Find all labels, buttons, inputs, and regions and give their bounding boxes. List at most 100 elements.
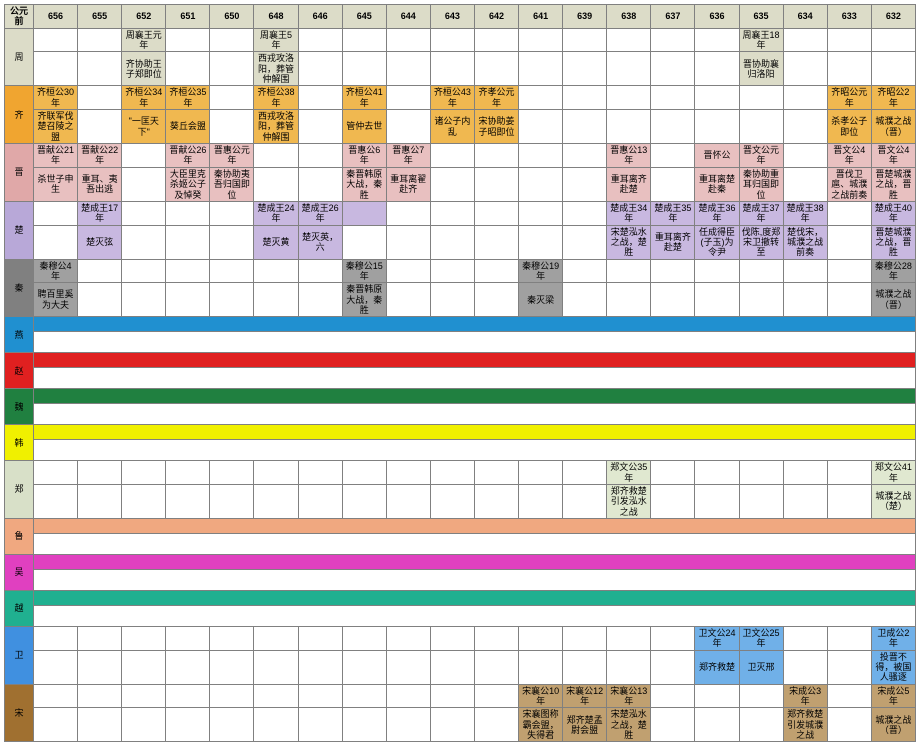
event-cell: [651, 627, 695, 651]
state-label-yue: 越: [5, 591, 34, 627]
event-cell: 楚成王24年: [254, 201, 298, 225]
event-cell: 投晋不得，被国人骚逐: [871, 650, 915, 684]
event-cell: [78, 650, 122, 684]
event-cell: [739, 259, 783, 283]
event-cell: [563, 225, 607, 259]
event-cell: [563, 259, 607, 283]
event-cell: [298, 86, 342, 110]
event-cell: [563, 110, 607, 144]
event-cell: [386, 708, 430, 742]
event-cell: [827, 650, 871, 684]
event-cell: [210, 28, 254, 52]
stripe-blank: [34, 368, 916, 389]
event-cell: [519, 650, 563, 684]
event-cell: [122, 461, 166, 485]
event-cell: [210, 684, 254, 708]
stripe-blank: [34, 440, 916, 461]
event-cell: 晋文公4年: [827, 144, 871, 168]
event-cell: [607, 650, 651, 684]
event-cell: [651, 144, 695, 168]
timeline-table: 公元前6566556526516506486466456446436426416…: [4, 4, 916, 742]
event-cell: [827, 28, 871, 52]
event-cell: [827, 52, 871, 86]
event-cell: 伐陈,度郑宋卫撤转至: [739, 225, 783, 259]
stripe: [34, 389, 916, 404]
event-cell: [34, 201, 78, 225]
event-cell: 齐联军伐楚召陵之盟: [34, 110, 78, 144]
event-cell: [695, 684, 739, 708]
event-cell: 西戎攻洛阳，葬管仲解围: [254, 52, 298, 86]
event-cell: [871, 28, 915, 52]
event-cell: [78, 283, 122, 317]
state-label-lu: 鲁: [5, 519, 34, 555]
event-cell: [871, 52, 915, 86]
event-cell: [519, 144, 563, 168]
event-cell: [563, 201, 607, 225]
year-header: 656: [34, 5, 78, 29]
event-cell: 郑文公35年: [607, 461, 651, 485]
event-cell: [827, 259, 871, 283]
event-cell: [122, 708, 166, 742]
year-header: 645: [342, 5, 386, 29]
stripe: [34, 317, 916, 332]
event-cell: 秦协助夷吾归国即位: [210, 167, 254, 201]
event-cell: [607, 110, 651, 144]
event-cell: [34, 684, 78, 708]
event-cell: [210, 461, 254, 485]
event-cell: [166, 461, 210, 485]
event-cell: [342, 28, 386, 52]
event-cell: [342, 627, 386, 651]
event-cell: 城濮之战（楚）: [871, 484, 915, 518]
event-cell: [430, 484, 474, 518]
event-cell: [783, 86, 827, 110]
event-cell: 齐孝公元年: [474, 86, 518, 110]
event-cell: [739, 684, 783, 708]
event-cell: 秦穆公28年: [871, 259, 915, 283]
state-label-zhao: 赵: [5, 353, 34, 389]
year-header: 636: [695, 5, 739, 29]
event-cell: [210, 484, 254, 518]
event-cell: [254, 461, 298, 485]
state-label-wei_g: 魏: [5, 389, 34, 425]
event-cell: [519, 201, 563, 225]
event-cell: [78, 52, 122, 86]
event-cell: [210, 225, 254, 259]
event-cell: [386, 225, 430, 259]
event-cell: [474, 627, 518, 651]
event-cell: [430, 283, 474, 317]
state-label-song: 宋: [5, 684, 34, 742]
event-cell: [166, 283, 210, 317]
event-cell: 城濮之战（晋）: [871, 283, 915, 317]
event-cell: [78, 708, 122, 742]
event-cell: [827, 225, 871, 259]
event-cell: [342, 708, 386, 742]
event-cell: [254, 708, 298, 742]
event-cell: [519, 167, 563, 201]
event-cell: [34, 650, 78, 684]
event-cell: [474, 225, 518, 259]
event-cell: 秦穆公15年: [342, 259, 386, 283]
event-cell: 聘百里奚为大夫: [34, 283, 78, 317]
stripe: [34, 353, 916, 368]
event-cell: [342, 684, 386, 708]
event-cell: [827, 684, 871, 708]
event-cell: [78, 484, 122, 518]
event-cell: 郑齐救楚: [695, 650, 739, 684]
event-cell: [474, 259, 518, 283]
event-cell: 晋楚城濮之战，晋胜: [871, 225, 915, 259]
event-cell: [34, 708, 78, 742]
event-cell: [430, 627, 474, 651]
event-cell: [298, 144, 342, 168]
event-cell: [386, 110, 430, 144]
event-cell: [342, 52, 386, 86]
event-cell: 周襄王18年: [739, 28, 783, 52]
event-cell: [254, 627, 298, 651]
event-cell: 晋协助襄归洛阳: [739, 52, 783, 86]
event-cell: 秦灭梁: [519, 283, 563, 317]
event-cell: [386, 28, 430, 52]
state-label-zhou: 周: [5, 28, 34, 86]
event-cell: 大臣里克杀姬公子及悼癸: [166, 167, 210, 201]
event-cell: [474, 283, 518, 317]
event-cell: [298, 484, 342, 518]
event-cell: 卫文公25年: [739, 627, 783, 651]
